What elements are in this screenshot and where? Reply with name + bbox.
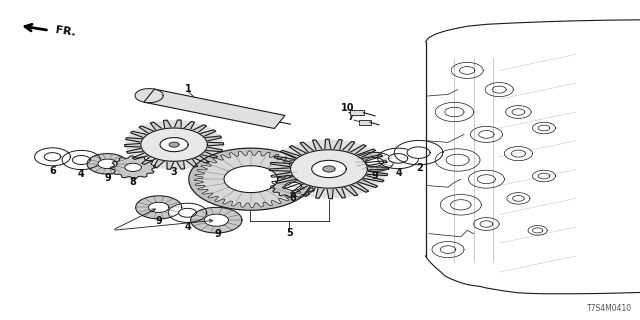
Polygon shape <box>126 121 222 169</box>
Polygon shape <box>365 157 383 166</box>
Polygon shape <box>435 149 480 171</box>
Polygon shape <box>477 175 495 184</box>
Polygon shape <box>538 125 550 131</box>
Text: 7: 7 <box>348 112 354 123</box>
Polygon shape <box>394 140 443 165</box>
Polygon shape <box>492 86 506 93</box>
Polygon shape <box>507 193 530 204</box>
Polygon shape <box>451 62 483 78</box>
Polygon shape <box>440 195 481 215</box>
Polygon shape <box>62 150 100 170</box>
Polygon shape <box>470 126 502 142</box>
Polygon shape <box>407 147 430 158</box>
Polygon shape <box>532 170 556 182</box>
Polygon shape <box>72 156 90 164</box>
Polygon shape <box>135 89 163 103</box>
Text: 8: 8 <box>290 193 296 204</box>
Text: 4: 4 <box>396 168 402 178</box>
Polygon shape <box>169 142 179 147</box>
Polygon shape <box>504 147 532 161</box>
Polygon shape <box>125 163 141 172</box>
Text: 4: 4 <box>78 169 84 180</box>
Polygon shape <box>44 153 61 161</box>
Polygon shape <box>191 207 242 233</box>
Polygon shape <box>451 200 471 210</box>
Polygon shape <box>460 67 475 74</box>
Polygon shape <box>506 106 531 118</box>
Polygon shape <box>168 203 207 222</box>
Polygon shape <box>179 208 196 217</box>
Polygon shape <box>468 170 504 188</box>
Polygon shape <box>291 150 367 188</box>
Polygon shape <box>474 218 499 230</box>
Polygon shape <box>204 214 228 226</box>
Polygon shape <box>378 148 419 169</box>
Text: 4: 4 <box>184 221 191 232</box>
Polygon shape <box>512 109 525 115</box>
Text: T7S4M0410: T7S4M0410 <box>587 304 632 313</box>
Text: 2: 2 <box>416 163 422 173</box>
Text: 9: 9 <box>156 216 162 227</box>
Polygon shape <box>479 131 494 138</box>
Polygon shape <box>224 166 278 193</box>
Polygon shape <box>485 83 513 97</box>
Polygon shape <box>388 154 408 163</box>
Polygon shape <box>445 107 464 117</box>
Text: 8: 8 <box>130 177 136 187</box>
Polygon shape <box>446 154 469 166</box>
Text: 5: 5 <box>286 228 292 238</box>
Polygon shape <box>513 196 524 201</box>
Polygon shape <box>528 226 547 235</box>
Polygon shape <box>160 138 188 152</box>
Text: 9: 9 <box>104 173 111 183</box>
Polygon shape <box>144 89 285 129</box>
Polygon shape <box>148 202 169 212</box>
Polygon shape <box>440 246 456 253</box>
Polygon shape <box>271 175 316 197</box>
Polygon shape <box>274 177 312 196</box>
Polygon shape <box>141 128 207 161</box>
Text: FR.: FR. <box>54 25 76 38</box>
Polygon shape <box>435 102 474 122</box>
FancyBboxPatch shape <box>359 120 371 125</box>
Polygon shape <box>111 156 156 179</box>
Polygon shape <box>87 154 128 174</box>
FancyBboxPatch shape <box>350 110 364 115</box>
Text: 10: 10 <box>340 102 355 113</box>
Text: 9: 9 <box>214 229 221 239</box>
Text: 9: 9 <box>371 171 378 181</box>
Polygon shape <box>480 221 493 227</box>
Polygon shape <box>269 139 388 199</box>
Polygon shape <box>35 148 70 166</box>
Polygon shape <box>114 158 152 177</box>
Polygon shape <box>271 140 387 198</box>
Polygon shape <box>532 122 556 134</box>
Polygon shape <box>538 173 550 179</box>
Polygon shape <box>125 120 223 169</box>
Text: 3: 3 <box>171 167 177 177</box>
Polygon shape <box>312 160 346 178</box>
Polygon shape <box>98 159 117 169</box>
Polygon shape <box>432 242 464 258</box>
Polygon shape <box>511 150 525 157</box>
Polygon shape <box>189 148 313 210</box>
Polygon shape <box>136 196 182 219</box>
Polygon shape <box>532 228 543 233</box>
Polygon shape <box>285 182 301 190</box>
Text: 1: 1 <box>186 84 192 94</box>
Text: 6: 6 <box>49 166 56 176</box>
Polygon shape <box>195 151 307 207</box>
Polygon shape <box>355 152 394 172</box>
Polygon shape <box>323 166 335 172</box>
